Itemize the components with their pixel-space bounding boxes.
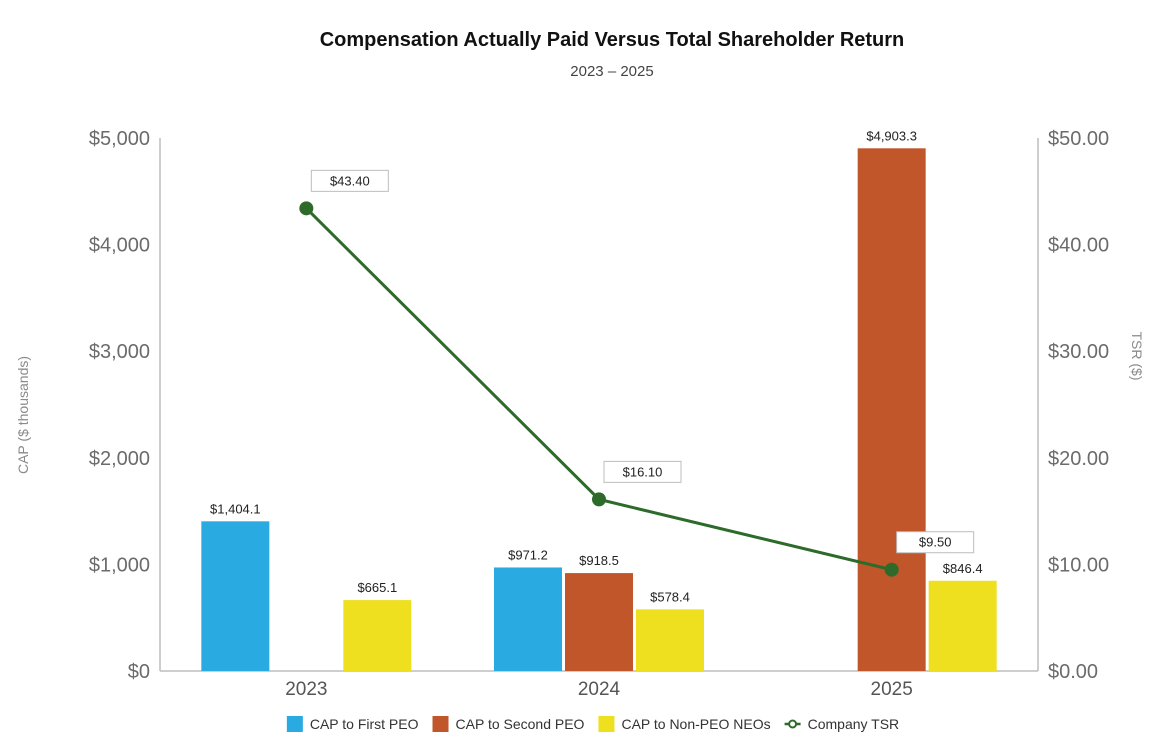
y-right-tick-label: $10.00 bbox=[1048, 554, 1109, 576]
y-left-tick-label: $2,000 bbox=[89, 448, 150, 470]
bar-cap-to-non-peo-neos-2024 bbox=[636, 609, 704, 671]
y-right-tick-label: $50.00 bbox=[1048, 128, 1109, 150]
chart-subtitle: 2023 – 2025 bbox=[570, 63, 653, 80]
legend-label: CAP to Non-PEO NEOs bbox=[621, 716, 770, 732]
tsr-point bbox=[884, 562, 899, 577]
tsr-label-box bbox=[896, 531, 975, 554]
chart-title: Compensation Actually Paid Versus Total … bbox=[320, 29, 905, 51]
bar-data-label: $971.2 bbox=[508, 547, 548, 562]
y-left-tick-label: $3,000 bbox=[89, 341, 150, 363]
legend-label: CAP to Second PEO bbox=[456, 716, 585, 732]
bar-cap-to-second-peo-2024 bbox=[565, 573, 633, 671]
bar-data-label: $578.4 bbox=[650, 589, 690, 604]
tsr-data-label: $9.50 bbox=[919, 535, 952, 550]
bar-cap-to-second-peo-2025 bbox=[857, 148, 926, 671]
y-right-tick-label: $40.00 bbox=[1048, 235, 1109, 257]
y-left-tick-label: $4,000 bbox=[89, 235, 150, 257]
x-tick-label: 2023 bbox=[285, 679, 327, 700]
y-right-tick-label: $30.00 bbox=[1048, 341, 1109, 363]
tsr-point bbox=[592, 492, 606, 507]
legend-swatch bbox=[598, 716, 615, 732]
tsr-data-label: $16.10 bbox=[623, 464, 663, 479]
bar-cap-to-non-peo-neos-2025 bbox=[928, 580, 997, 671]
tsr-label-box bbox=[603, 460, 682, 483]
y-right-tick-label: $0.00 bbox=[1048, 661, 1098, 683]
y-left-tick-label: $5,000 bbox=[89, 128, 150, 150]
y-left-axis-title: CAP ($ thousands) bbox=[15, 356, 31, 474]
bars-layer: $1,404.1 $971.2 $918.5 $4,903.3 $665.1 $578.4… bbox=[201, 128, 997, 671]
y-right-axis-title: TSR ($) bbox=[1129, 332, 1145, 381]
tsr-label-box bbox=[310, 169, 389, 192]
y-right-tick-label: $20.00 bbox=[1048, 448, 1109, 470]
x-tick-label: 2025 bbox=[871, 679, 913, 700]
legend-swatch bbox=[432, 716, 449, 732]
tsr-line bbox=[305, 207, 893, 572]
x-tick-label: 2024 bbox=[578, 679, 621, 700]
bar-data-label: $918.5 bbox=[579, 553, 619, 568]
tsr-line-layer: $43.40 $16.10 $9.50 bbox=[299, 169, 975, 577]
tsr-data-label: $43.40 bbox=[330, 173, 370, 188]
legend: CAP to First PEO CAP to Second PEO CAP to … bbox=[286, 716, 900, 732]
legend-marker bbox=[788, 719, 798, 729]
bar-data-label: $665.1 bbox=[357, 580, 397, 595]
y-left-tick-label: $1,000 bbox=[89, 554, 150, 576]
tsr-point bbox=[299, 201, 314, 216]
bar-cap-to-first-peo-2024 bbox=[494, 567, 562, 671]
axes-layer: $0 $1,000 $2,000 $3,000 $4,000 $5,000 $0.00 $10… bbox=[89, 128, 1109, 700]
bar-data-label: $1,404.1 bbox=[210, 501, 261, 516]
bar-cap-to-non-peo-neos-2023 bbox=[343, 600, 412, 671]
legend-swatch bbox=[286, 716, 303, 732]
legend-label: CAP to First PEO bbox=[310, 716, 419, 732]
bar-cap-to-first-peo-2023 bbox=[201, 521, 270, 671]
bar-data-label: $4,903.3 bbox=[866, 128, 917, 143]
legend-label: Company TSR bbox=[808, 716, 900, 732]
bar-data-label: $846.4 bbox=[943, 561, 983, 576]
y-left-tick-label: $0 bbox=[128, 661, 150, 683]
